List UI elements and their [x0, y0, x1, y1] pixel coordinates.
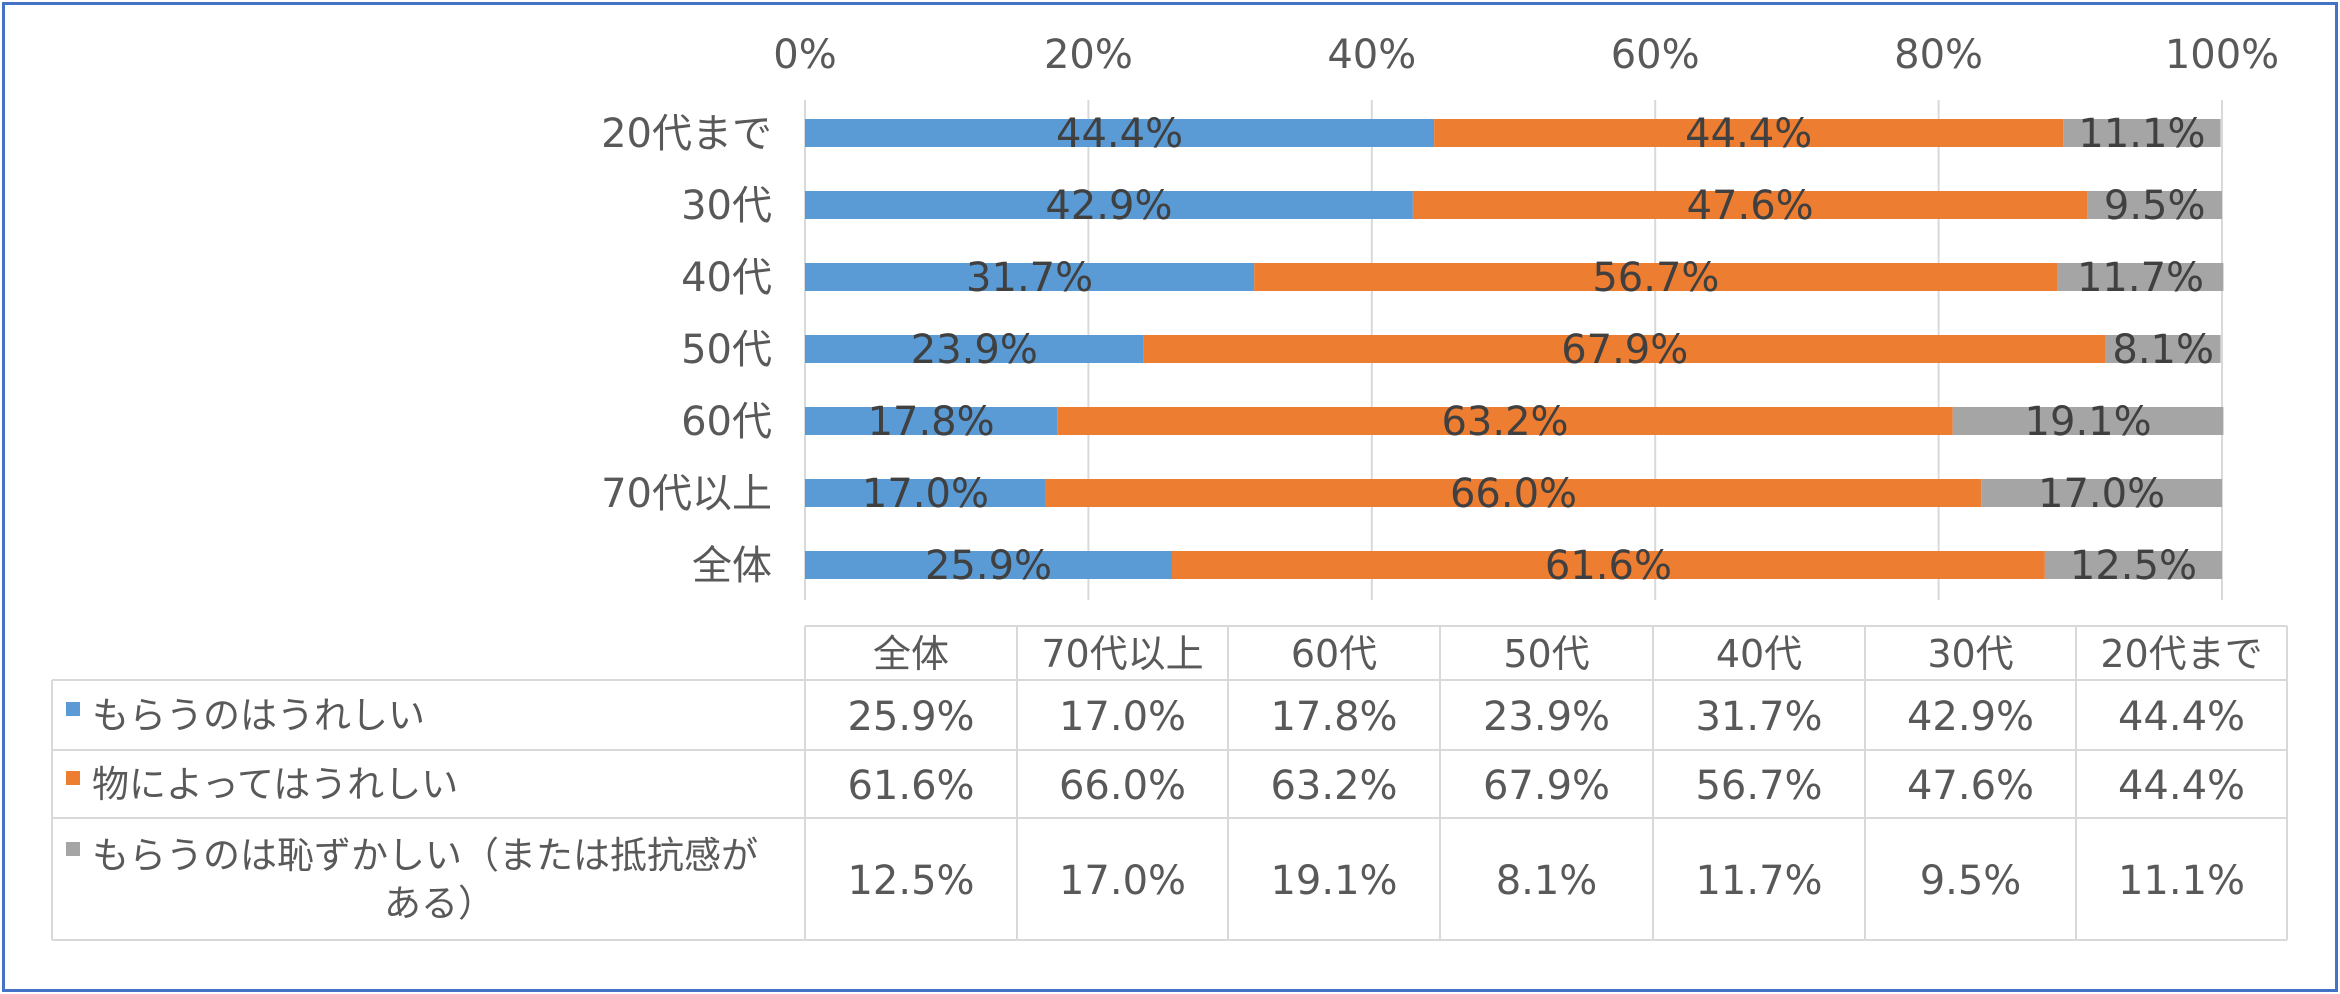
data-label: 23.9%: [911, 327, 1038, 373]
table-row-name: ある）: [384, 882, 495, 925]
data-label: 67.9%: [1561, 327, 1688, 373]
data-label: 61.6%: [1545, 543, 1672, 589]
bar-segment: [1057, 407, 1953, 435]
data-label: 19.1%: [2025, 399, 2152, 445]
bar-segment: [805, 191, 1413, 219]
bar-segment: [2063, 119, 2221, 147]
table-cell: 56.7%: [1695, 763, 1822, 809]
legend-key: [66, 702, 80, 716]
table-cell: 63.2%: [1270, 763, 1397, 809]
table-cell: 31.7%: [1695, 694, 1822, 740]
table-column-header: 70代以上: [1041, 632, 1203, 676]
table-column-header: 40代: [1716, 632, 1802, 676]
table-cell: 17.0%: [1059, 694, 1186, 740]
data-label: 44.4%: [1685, 111, 1812, 157]
x-tick-label: 0%: [773, 32, 836, 78]
bar-segment: [2087, 191, 2222, 219]
category-label: 30代: [681, 183, 772, 229]
bar-segment: [2057, 263, 2224, 291]
data-label: 17.8%: [868, 399, 995, 445]
table-cell: 25.9%: [847, 694, 974, 740]
table-cell: 17.0%: [1059, 858, 1186, 904]
data-label: 42.9%: [1045, 183, 1172, 229]
legend-key: [66, 842, 80, 856]
table-column-header: 全体: [873, 632, 949, 676]
data-label: 44.4%: [1056, 111, 1183, 157]
table-row-name: もらうのは恥ずかしい（または抵抗感が: [92, 834, 758, 877]
bar-segment: [1952, 407, 2224, 435]
data-label: 63.2%: [1441, 399, 1568, 445]
bar-segment: [1254, 263, 2058, 291]
table-cell: 44.4%: [2118, 694, 2245, 740]
table-cell: 67.9%: [1483, 763, 1610, 809]
category-label: 50代: [681, 327, 772, 373]
data-label: 56.7%: [1592, 255, 1719, 301]
x-tick-label: 80%: [1894, 32, 1983, 78]
table-cell: 11.7%: [1695, 858, 1822, 904]
data-label: 11.1%: [2078, 111, 2205, 157]
bar-segment: [805, 551, 1173, 579]
table-cell: 66.0%: [1059, 763, 1186, 809]
x-tick-label: 20%: [1044, 32, 1133, 78]
table-cell: 47.6%: [1907, 763, 2034, 809]
bar-segment: [1981, 479, 2222, 507]
bar-segment: [1143, 335, 2106, 363]
bar-segment: [2105, 335, 2221, 363]
bar-segment: [805, 335, 1144, 363]
table-cell: 11.1%: [2118, 858, 2245, 904]
table-column-header: 50代: [1503, 632, 1589, 676]
bar-segment: [2044, 551, 2222, 579]
category-label: 全体: [692, 543, 772, 589]
bar-segment: [805, 119, 1435, 147]
table-cell: 61.6%: [847, 763, 974, 809]
table-cell: 42.9%: [1907, 694, 2034, 740]
data-label: 31.7%: [966, 255, 1093, 301]
category-label: 40代: [681, 255, 772, 301]
table-row-name: 物によってはうれしい: [92, 763, 458, 806]
bar-segment: [1172, 551, 2045, 579]
table-cell: 17.8%: [1270, 694, 1397, 740]
table-cell: 8.1%: [1496, 858, 1598, 904]
bar-segment: [1412, 191, 2088, 219]
bar-segment: [1434, 119, 2064, 147]
x-tick-label: 40%: [1327, 32, 1416, 78]
table-cell: 44.4%: [2118, 763, 2245, 809]
x-tick-label: 60%: [1611, 32, 1700, 78]
data-label: 25.9%: [925, 543, 1052, 589]
table-cell: 19.1%: [1270, 858, 1397, 904]
legend-key: [66, 771, 80, 785]
bar-segment: [805, 263, 1255, 291]
table-row-name: もらうのはうれしい: [92, 694, 425, 737]
data-label: 17.0%: [862, 471, 989, 517]
table-column-header: 60代: [1291, 632, 1377, 676]
data-label: 8.1%: [2112, 327, 2214, 373]
data-label: 11.7%: [2077, 255, 2204, 301]
table-cell: 12.5%: [847, 858, 974, 904]
category-label: 20代まで: [601, 111, 772, 157]
x-tick-label: 100%: [2165, 32, 2279, 78]
data-label: 66.0%: [1450, 471, 1577, 517]
bar-segment: [1045, 479, 1982, 507]
table-cell: 23.9%: [1483, 694, 1610, 740]
data-label: 47.6%: [1687, 183, 1814, 229]
table-cell: 9.5%: [1920, 858, 2022, 904]
bar-segment: [805, 479, 1046, 507]
category-label: 60代: [681, 399, 772, 445]
data-label: 12.5%: [2070, 543, 2197, 589]
table-column-header: 20代まで: [2100, 632, 2262, 676]
data-label: 17.0%: [2038, 471, 2165, 517]
data-label: 9.5%: [2104, 183, 2206, 229]
bar-segment: [805, 407, 1058, 435]
table-column-header: 30代: [1927, 632, 2013, 676]
category-label: 70代以上: [601, 471, 772, 517]
